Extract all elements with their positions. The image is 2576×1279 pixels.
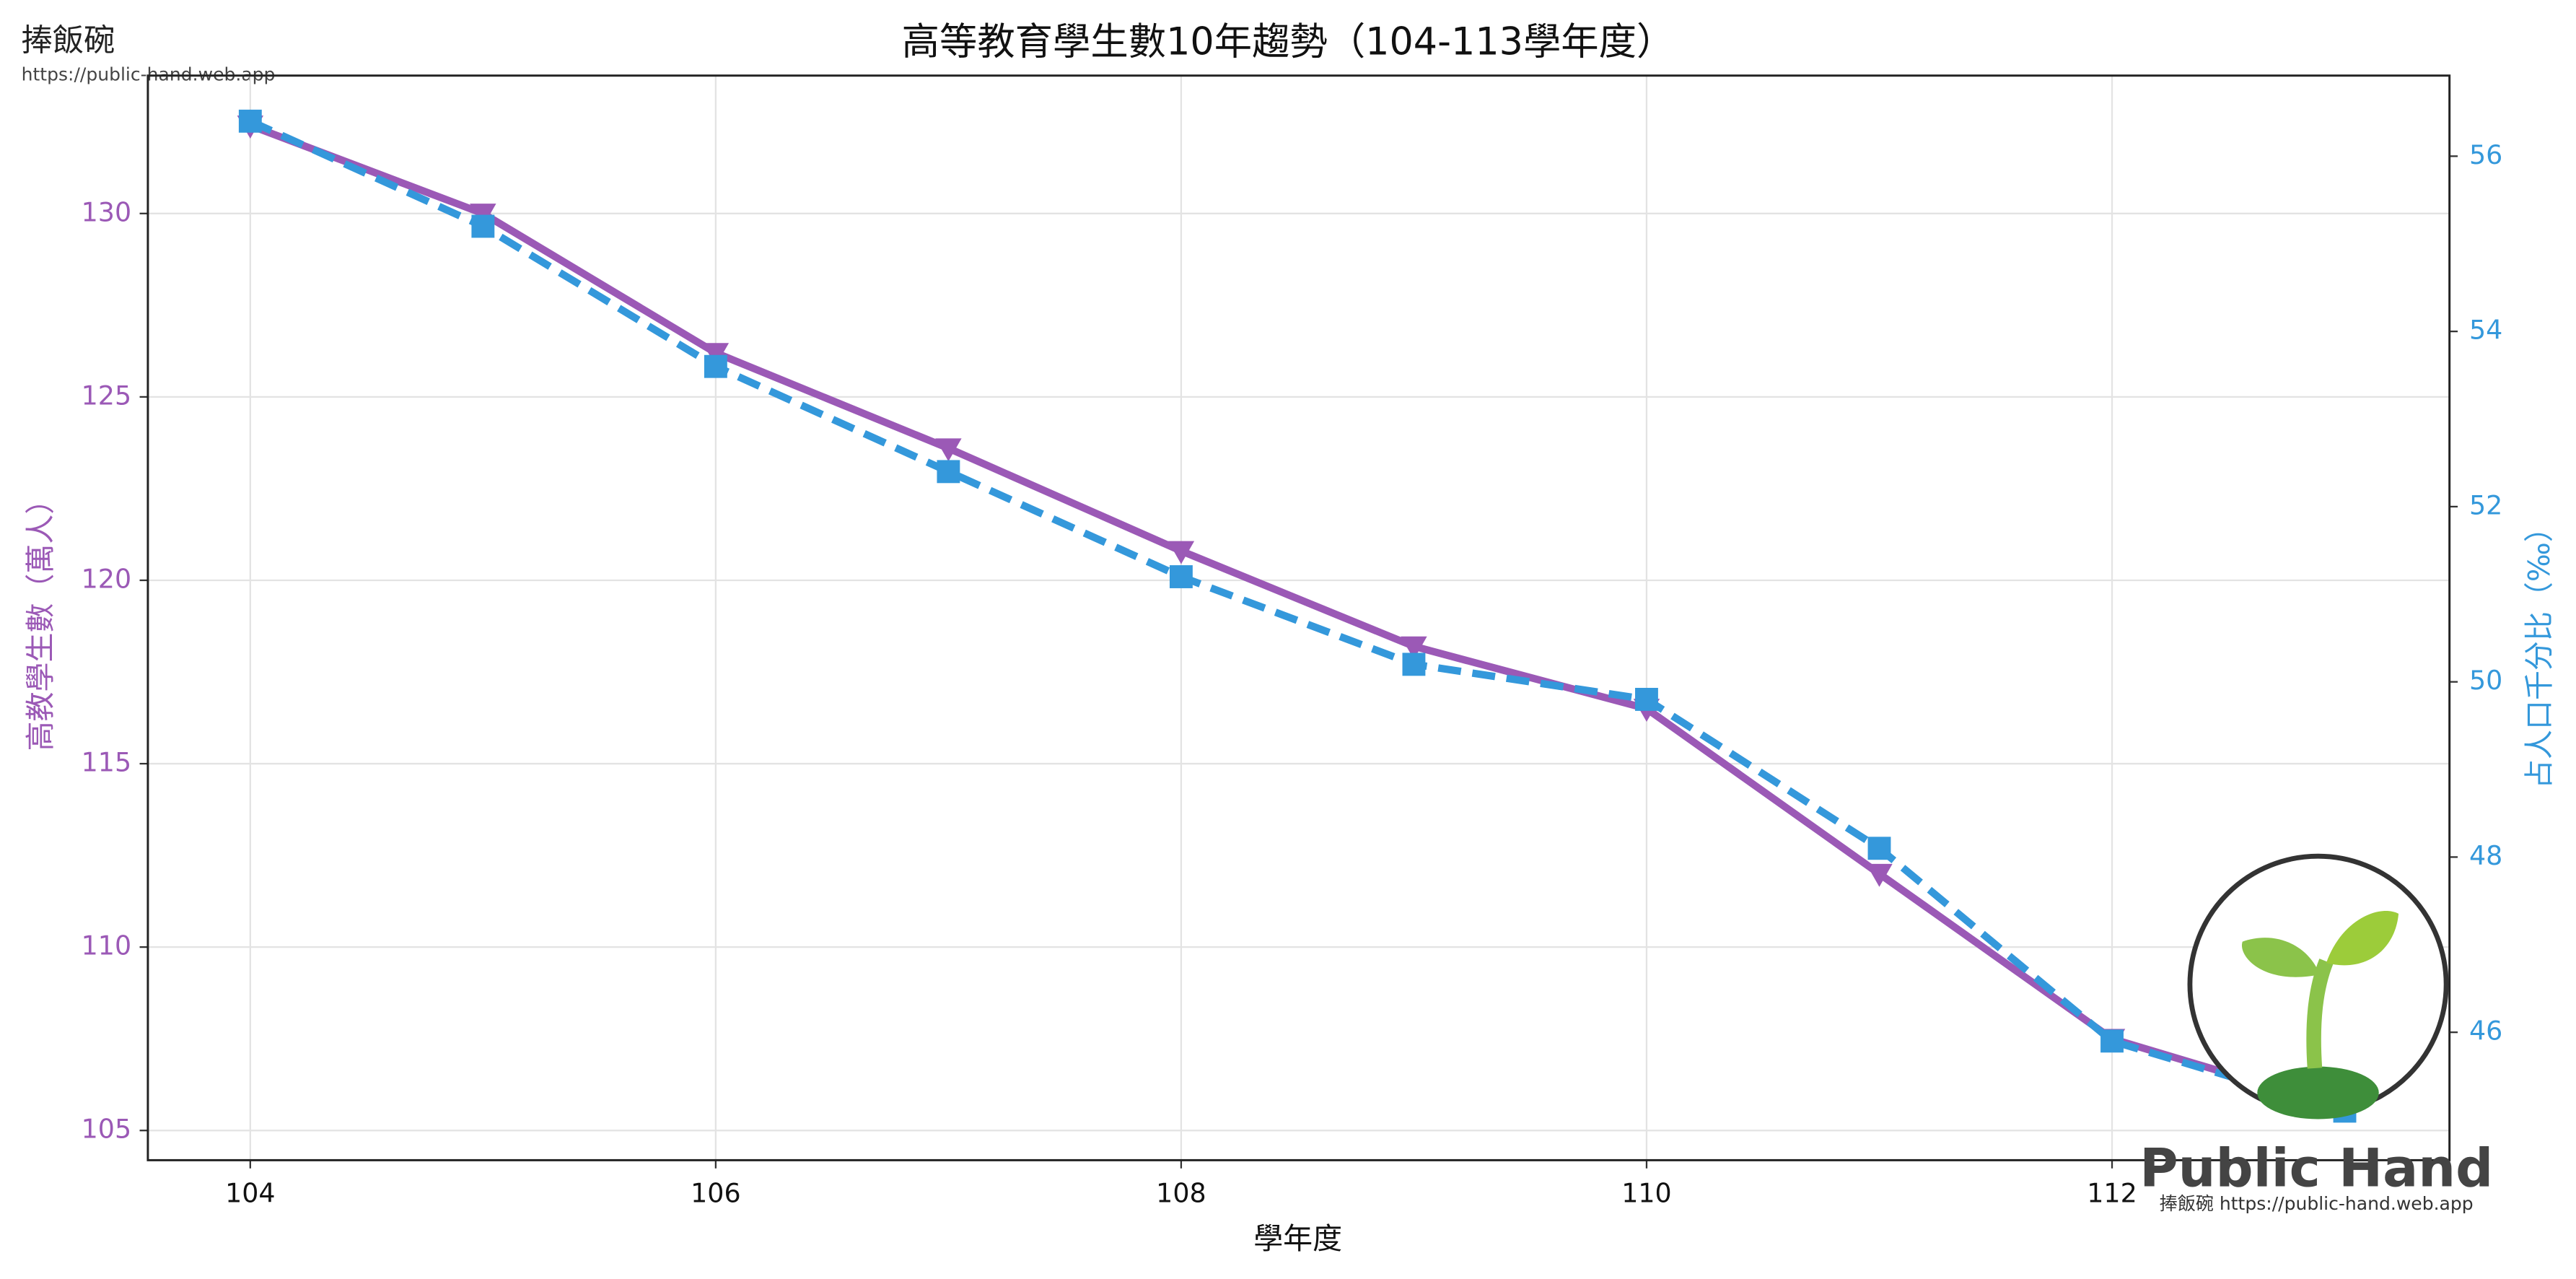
y-tick-label: 105 [82,1114,131,1145]
x-tick-label: 104 [225,1178,276,1209]
marker [1167,541,1195,564]
x-tick-label: 112 [2087,1178,2137,1209]
marker [238,109,262,133]
y-tick-label: 110 [82,930,131,961]
plot-frame [146,74,2451,1161]
marker [471,214,495,238]
y2-tick-label: 52 [2469,489,2502,520]
chart-title: 高等教育學生數10年趨勢（104-113學年度） [902,19,1675,64]
logo-stem [2306,959,2334,1069]
series-line [248,118,2347,1115]
logo: Public Hand 捧飯碗 https://public-hand.web.… [2139,853,2493,1214]
x-tick-label: 108 [1156,1178,1206,1209]
site-name: 捧飯碗 [22,23,115,59]
series-line [249,122,2346,1112]
y-tick-label: 125 [82,380,131,411]
marker [702,343,730,367]
logo-leaf [2241,938,2320,977]
y2-axis-label: 占人口千分比（‰） [2522,512,2557,789]
y-axis-label: 高教學生數（萬人） [23,485,58,751]
marker [2100,1029,2124,1053]
y-tick-label: 120 [82,563,131,594]
marker [1401,636,1427,660]
x-tick-label: 110 [1621,1178,1672,1209]
marker [1867,837,1891,860]
y2-tick-label: 56 [2469,139,2502,170]
marker [1866,863,1893,887]
marker [1169,565,1193,588]
y-tick-label: 115 [82,747,131,778]
logo-soil [2257,1066,2379,1119]
marker [1402,652,1426,676]
marker [704,354,727,378]
x-axis-label: 學年度 [1253,1221,1342,1256]
y2-tick-label: 54 [2469,315,2502,346]
logo-caption: 捧飯碗 https://public-hand.web.app [2160,1193,2474,1214]
x-tick-label: 106 [691,1178,741,1209]
plot-area: 105 110 115 120 125 130 104 106 108 110 112 46 48 50 5… [82,74,2502,1209]
y-tick-label: 130 [82,196,131,227]
logo-leaf [2326,911,2399,966]
marker [1635,688,1658,711]
y2-tick-label: 48 [2469,840,2502,871]
marker [937,460,960,484]
y2-tick-label: 46 [2469,1016,2502,1047]
marker [935,438,962,462]
y2-tick-label: 50 [2469,665,2502,696]
logo-title: Public Hand [2139,1138,2493,1199]
